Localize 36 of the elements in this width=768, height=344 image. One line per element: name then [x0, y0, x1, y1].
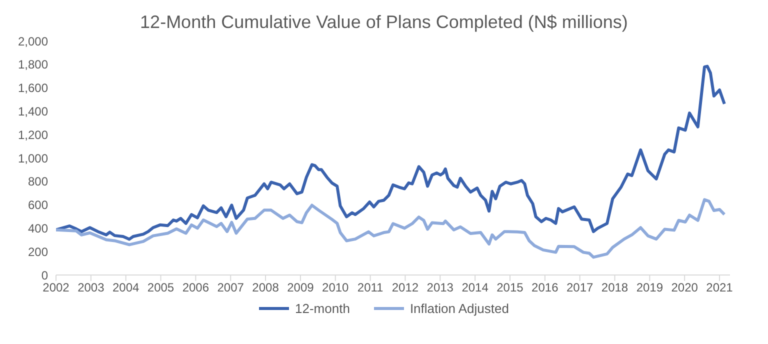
y-tick-label: 200 — [28, 244, 48, 259]
x-tick-label: 2002 — [42, 280, 70, 295]
y-tick-label: 1,200 — [18, 128, 48, 142]
x-tick-label: 2020 — [671, 280, 698, 295]
x-tick-label: 2013 — [426, 280, 454, 295]
x-tick-label: 2014 — [462, 280, 489, 295]
y-tick-label: 0 — [41, 268, 48, 282]
x-tick-label: 2004 — [112, 280, 140, 295]
line-series — [56, 198, 726, 259]
x-tick-label: 2021 — [706, 280, 734, 295]
y-tick-label: 1,600 — [18, 81, 48, 96]
legend-label: Inflation Adjusted — [408, 301, 509, 316]
x-tick-label: 2016 — [532, 280, 559, 295]
x-tick-label: 2006 — [182, 280, 210, 295]
x-tick-label: 2012 — [392, 280, 419, 295]
x-tick-label: 2005 — [147, 280, 174, 295]
y-tick-label: 400 — [28, 221, 48, 236]
y-tick-label: 1,000 — [18, 151, 48, 166]
x-tick-label: 2019 — [636, 280, 664, 295]
chart-title: 12-Month Cumulative Value of Plans Completed (N$ millions) — [139, 12, 629, 33]
legend-label: 12-month — [294, 301, 350, 316]
x-tick-label: 2010 — [322, 280, 350, 295]
x-tick-label: 2015 — [496, 280, 524, 295]
x-tick-label: 2018 — [601, 280, 628, 295]
x-tick-label: 2003 — [78, 280, 105, 295]
x-tick-label: 2007 — [217, 280, 244, 295]
y-tick-label: 800 — [28, 174, 48, 189]
line-series — [56, 64, 726, 241]
x-tick-label: 2011 — [357, 280, 384, 295]
y-tick-label: 2,000 — [18, 34, 48, 48]
x-tick-label: 2008 — [252, 280, 280, 295]
y-tick-label: 1,400 — [18, 104, 48, 118]
x-tick-label: 2017 — [566, 280, 594, 295]
y-tick-label: 600 — [28, 198, 48, 212]
y-tick-label: 1,800 — [18, 58, 48, 72]
x-tick-label: 2009 — [287, 280, 314, 295]
